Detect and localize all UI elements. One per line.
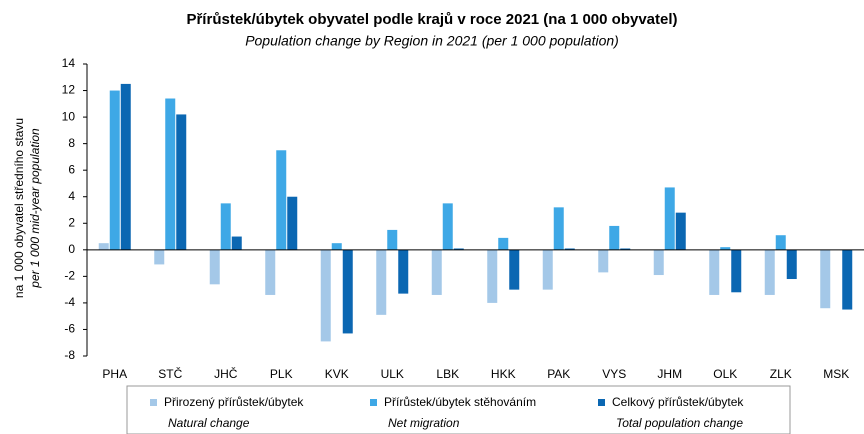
- x-tick-label: ULK: [381, 367, 404, 381]
- y-axis-label: na 1 000 obyvatel středního stavu: [12, 118, 26, 298]
- bar: [231, 236, 242, 250]
- y-tick-label: -2: [64, 269, 75, 283]
- bar: [376, 249, 387, 315]
- bar: [265, 249, 276, 295]
- bar: [509, 249, 520, 290]
- bar: [842, 249, 853, 310]
- legend-label: Přírůstek/úbytek stěhováním: [384, 395, 536, 409]
- bar: [320, 249, 331, 342]
- bar: [620, 248, 631, 250]
- bar: [342, 249, 353, 334]
- x-tick-label: JHM: [657, 367, 682, 381]
- bar: [720, 247, 731, 250]
- legend-swatch: [370, 399, 377, 406]
- bar: [775, 235, 786, 250]
- y-tick-label: 8: [68, 136, 75, 150]
- bar: [398, 249, 409, 294]
- bar: [120, 83, 131, 250]
- bar: [609, 225, 620, 250]
- y-axis-label-en: per 1 000 mid-year population: [28, 128, 42, 289]
- bar: [276, 150, 287, 250]
- bar: [287, 196, 298, 250]
- legend-label-en: Total population change: [616, 416, 743, 430]
- x-tick-label: LBK: [436, 367, 459, 381]
- bar: [764, 249, 775, 295]
- bar: [176, 114, 187, 250]
- y-tick-label: -8: [64, 348, 75, 362]
- x-tick-label: JHČ: [214, 366, 238, 381]
- x-tick-label: OLK: [713, 367, 737, 381]
- bar: [653, 249, 664, 276]
- y-tick-label: 10: [62, 109, 76, 123]
- y-tick-label: 6: [68, 162, 75, 176]
- bar: [109, 90, 120, 250]
- bar: [786, 249, 797, 280]
- x-tick-label: ZLK: [770, 367, 792, 381]
- bar: [498, 237, 509, 250]
- bar: [98, 243, 109, 250]
- y-tick-label: -4: [64, 295, 75, 309]
- bar: [209, 249, 220, 285]
- legend-label: Přirozený přírůstek/úbytek: [164, 395, 304, 409]
- bar: [387, 229, 398, 250]
- x-tick-label: VYS: [602, 367, 626, 381]
- bar: [487, 249, 498, 303]
- legend-label-en: Natural change: [168, 416, 250, 430]
- x-tick-label: HKK: [491, 367, 516, 381]
- y-tick-label: 2: [68, 215, 75, 229]
- bar: [331, 243, 342, 250]
- x-tick-label: MSK: [823, 367, 849, 381]
- bar: [731, 249, 742, 293]
- x-tick-label: KVK: [325, 367, 349, 381]
- bar: [165, 98, 176, 250]
- y-tick-label: -6: [64, 322, 75, 336]
- legend-label-en: Net migration: [388, 416, 460, 430]
- bar: [564, 248, 575, 250]
- x-tick-label: PAK: [547, 367, 570, 381]
- bar: [154, 249, 165, 265]
- legend-label: Celkový přírůstek/úbytek: [612, 395, 744, 409]
- bar: [442, 203, 453, 250]
- y-tick-label: 0: [68, 242, 75, 256]
- bar: [431, 249, 442, 295]
- legend-box: [126, 385, 791, 434]
- bar: [542, 249, 553, 290]
- legend-swatch: [150, 399, 157, 406]
- bar: [598, 249, 609, 273]
- legend-swatch: [598, 399, 605, 406]
- x-tick-label: STČ: [158, 366, 182, 381]
- bar: [453, 248, 464, 250]
- y-tick-label: 4: [68, 189, 75, 203]
- bar: [709, 249, 720, 295]
- bar: [553, 207, 564, 250]
- bar: [675, 212, 686, 250]
- chart-subtitle: Population change by Region in 2021 (per…: [245, 33, 619, 49]
- y-tick-label: 14: [62, 56, 76, 70]
- x-tick-label: PHA: [102, 367, 127, 381]
- bar: [220, 203, 231, 250]
- x-tick-label: PLK: [270, 367, 293, 381]
- chart-title: Přírůstek/úbytek obyvatel podle krajů v …: [186, 11, 677, 28]
- bar: [820, 249, 831, 309]
- bar: [664, 187, 675, 250]
- y-tick-label: 12: [62, 83, 76, 97]
